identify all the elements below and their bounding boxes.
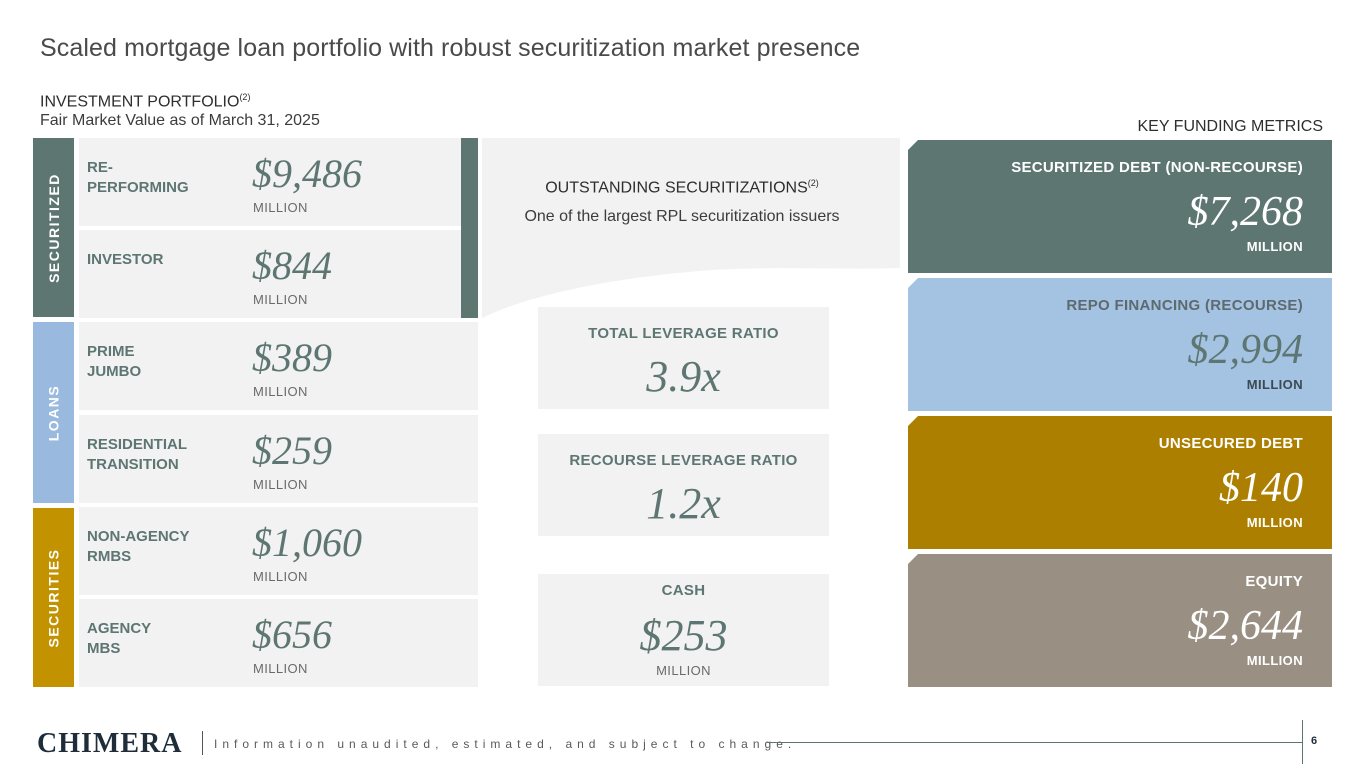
category-loans: LOANS [33, 322, 74, 503]
footer-disclaimer: Information unaudited, estimated, and su… [214, 737, 797, 751]
footer-rule [767, 742, 1302, 743]
funding-equity: EQUITY $2,644 MILLION [908, 554, 1332, 687]
funding-repo-financing: REPO FINANCING (RECOURSE) $2,994 MILLION [908, 278, 1332, 411]
funding-label: EQUITY [1245, 573, 1303, 590]
portfolio-unit: MILLION [253, 200, 308, 215]
funding-unsecured-debt: UNSECURED DEBT $140 MILLION [908, 416, 1332, 549]
portfolio-value: $656 [252, 612, 332, 657]
portfolio-value: $389 [252, 335, 332, 380]
metric-value: $253 [639, 611, 728, 660]
key-funding-heading: KEY FUNDING METRICS [1137, 118, 1324, 135]
portfolio-value: $9,486 [252, 151, 362, 196]
funding-securitized-debt: SECURITIZED DEBT (NON-RECOURSE) $7,268 M… [908, 140, 1332, 273]
funding-label: UNSECURED DEBT [1158, 435, 1303, 452]
portfolio-unit: MILLION [253, 384, 308, 399]
portfolio-value: $844 [252, 243, 332, 288]
metric-value: 1.2x [646, 479, 721, 528]
cash-card: CASH $253 MILLION [538, 574, 829, 686]
funding-label: REPO FINANCING (RECOURSE) [1066, 297, 1303, 314]
portfolio-label: NON-AGENCY RMBS [87, 528, 190, 565]
securitizations-connector [482, 138, 900, 318]
portfolio-heading-footnote: (2) [239, 92, 251, 102]
metric-value: 3.9x [646, 352, 721, 401]
metric-label: TOTAL LEVERAGE RATIO [588, 325, 779, 342]
footer-tick [1302, 720, 1303, 764]
outstanding-securitizations-label: OUTSTANDING SECURITIZATIONS(2) [482, 178, 882, 197]
recourse-leverage-card: RECOURSE LEVERAGE RATIO 1.2x [538, 434, 829, 536]
portfolio-cell-residential-transition: RESIDENTIAL TRANSITION $259 MILLION [79, 415, 478, 503]
funding-value: $140 [1219, 465, 1303, 511]
funding-value: $2,644 [1187, 603, 1304, 649]
portfolio-cell-agency-mbs: AGENCY MBS $656 MILLION [79, 599, 478, 687]
total-leverage-card: TOTAL LEVERAGE RATIO 3.9x [538, 307, 829, 409]
category-securitized: SECURITIZED [33, 138, 74, 317]
category-securities-label: SECURITIES [45, 547, 62, 648]
outstanding-footnote: (2) [807, 178, 819, 188]
chimera-logo: CHIMERA [37, 728, 183, 759]
funding-unit: MILLION [1246, 515, 1303, 530]
category-loans-label: LOANS [45, 384, 62, 441]
portfolio-unit: MILLION [253, 477, 308, 492]
portfolio-heading: INVESTMENT PORTFOLIO(2) [40, 92, 250, 111]
category-securities: SECURITIES [33, 508, 74, 687]
category-securitized-label: SECURITIZED [45, 172, 62, 283]
metric-unit: MILLION [656, 663, 711, 678]
page-title: Scaled mortgage loan portfolio with robu… [40, 34, 861, 62]
portfolio-heading-text: INVESTMENT PORTFOLIO [40, 93, 240, 111]
portfolio-label: INVESTOR [87, 251, 164, 268]
portfolio-unit: MILLION [253, 292, 308, 307]
portfolio-cell-reperforming: RE- PERFORMING $9,486 MILLION [79, 138, 478, 226]
funding-label: SECURITIZED DEBT (NON-RECOURSE) [1011, 159, 1303, 176]
funding-unit: MILLION [1246, 653, 1303, 668]
portfolio-value: $259 [252, 428, 332, 473]
outstanding-securitizations-subtitle: One of the largest RPL securitization is… [524, 208, 840, 225]
securitized-bracket [461, 138, 478, 318]
portfolio-cell-investor: INVESTOR $844 MILLION [79, 230, 478, 318]
page-number: 6 [1311, 735, 1318, 747]
metric-label: RECOURSE LEVERAGE RATIO [569, 452, 798, 469]
metric-label: CASH [661, 582, 706, 599]
funding-unit: MILLION [1246, 377, 1303, 392]
portfolio-cell-prime-jumbo: PRIME JUMBO $389 MILLION [79, 322, 478, 410]
portfolio-label: AGENCY MBS [87, 620, 152, 657]
portfolio-unit: MILLION [253, 661, 308, 676]
funding-unit: MILLION [1246, 239, 1303, 254]
portfolio-value: $1,060 [252, 520, 362, 565]
outstanding-label-text: OUTSTANDING SECURITIZATIONS [545, 179, 808, 197]
portfolio-unit: MILLION [253, 569, 308, 584]
portfolio-label: RESIDENTIAL TRANSITION [87, 436, 188, 473]
portfolio-label: RE- PERFORMING [87, 159, 189, 196]
footer-divider [202, 731, 203, 755]
portfolio-label: PRIME JUMBO [87, 343, 142, 380]
funding-value: $2,994 [1187, 327, 1304, 373]
funding-value: $7,268 [1187, 189, 1304, 235]
portfolio-subtitle: Fair Market Value as of March 31, 2025 [40, 112, 320, 129]
portfolio-cell-non-agency-rmbs: NON-AGENCY RMBS $1,060 MILLION [79, 507, 478, 595]
